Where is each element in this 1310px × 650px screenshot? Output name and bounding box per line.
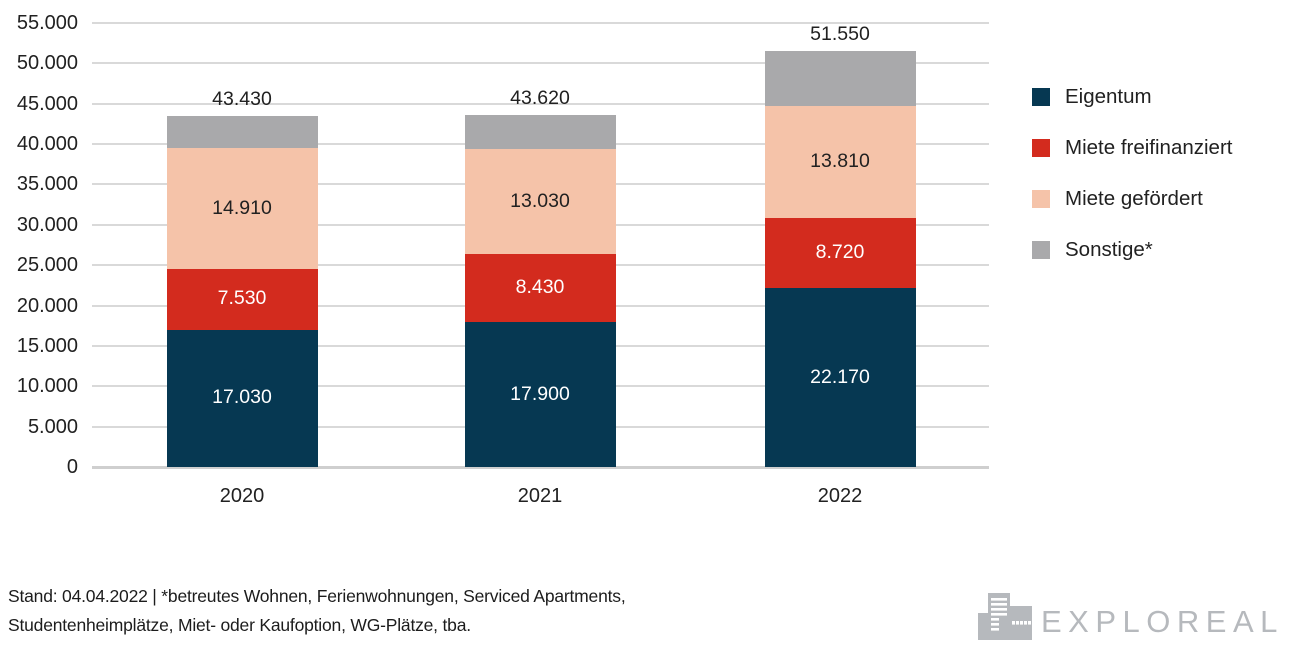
footnote: Stand: 04.04.2022 | *betreutes Wohnen, F… xyxy=(8,582,626,640)
legend-swatch xyxy=(1032,241,1050,259)
legend-label: Miete freifinanziert xyxy=(1065,136,1233,159)
y-tick-label: 50.000 xyxy=(16,52,78,75)
x-axis-line xyxy=(92,465,989,469)
bar-value-label: 13.810 xyxy=(810,149,870,172)
gridline xyxy=(92,62,989,65)
legend-label: Miete gefördert xyxy=(1065,187,1203,210)
exploreal-logo: EXPLOREAL xyxy=(978,592,1284,645)
y-tick-label: 40.000 xyxy=(16,133,78,156)
y-tick-label: 30.000 xyxy=(16,213,78,236)
y-tick-label: 45.000 xyxy=(16,92,78,115)
bar-value-label: 8.430 xyxy=(515,276,565,299)
legend-item: Eigentum xyxy=(1032,85,1232,108)
bar-total-label: 43.620 xyxy=(510,86,570,109)
legend-item: Sonstige* xyxy=(1032,238,1232,261)
bar-value-label: 8.720 xyxy=(815,240,865,263)
buildings-icon xyxy=(978,592,1032,645)
bar-segment-sonstige--2020 xyxy=(166,116,318,149)
x-tick-label: 2021 xyxy=(517,485,563,507)
bar-segment-miete-gef-rdert-2021 xyxy=(464,149,616,255)
y-tick-label: 35.000 xyxy=(16,173,78,196)
y-tick-label: 0 xyxy=(66,456,78,478)
footnote-line-1: Stand: 04.04.2022 | *betreutes Wohnen, F… xyxy=(8,586,626,606)
legend: Eigentum Miete freifinanziert Miete geförd… xyxy=(1032,85,1233,292)
bar-segment-miete-freifinanziert-2021 xyxy=(464,254,616,323)
bar-segment-miete-freifinanziert-2022 xyxy=(764,217,916,289)
legend-item: Miete freifinanziert xyxy=(1032,136,1233,159)
bar-segment-miete-gef-rdert-2020 xyxy=(166,148,318,269)
y-tick-label: 55.000 xyxy=(16,12,78,34)
y-tick-label: 10.000 xyxy=(16,375,78,398)
y-tick-label: 15.000 xyxy=(16,334,78,357)
y-tick-label: 20.000 xyxy=(16,294,78,317)
legend-swatch xyxy=(1032,139,1050,157)
x-tick-label: 2022 xyxy=(817,485,863,507)
bar-segment-miete-freifinanziert-2020 xyxy=(166,268,318,330)
bar-segment-eigentum-2022 xyxy=(764,288,916,467)
footnote-line-2: Studentenheimplätze, Miet- oder Kaufopti… xyxy=(8,615,471,635)
bar-value-label: 13.030 xyxy=(510,189,570,212)
gridline xyxy=(92,102,989,105)
bar-segment-miete-gef-rdert-2022 xyxy=(764,106,916,218)
y-tick-label: 5.000 xyxy=(27,415,78,438)
legend-swatch xyxy=(1032,190,1050,208)
legend-item: Miete gefördert xyxy=(1032,187,1232,210)
bar-segment-sonstige--2022 xyxy=(764,50,916,107)
bar-total-label: 43.430 xyxy=(212,88,272,111)
bar-value-label: 14.910 xyxy=(212,196,272,219)
bar-value-label: 17.030 xyxy=(212,386,272,409)
x-tick-label: 2020 xyxy=(219,485,265,507)
logo-text: EXPLOREAL xyxy=(1041,604,1284,639)
y-tick-label: 25.000 xyxy=(16,254,78,277)
legend-label: Sonstige* xyxy=(1065,238,1153,261)
bar-value-label: 17.900 xyxy=(510,382,570,405)
bar-segment-sonstige--2021 xyxy=(464,114,616,150)
bar-total-label: 51.550 xyxy=(810,22,870,45)
bar-value-label: 22.170 xyxy=(810,365,870,388)
bar-segment-eigentum-2020 xyxy=(166,329,318,467)
bar-segment-eigentum-2021 xyxy=(464,322,616,467)
legend-swatch xyxy=(1032,88,1050,106)
gridline xyxy=(92,22,989,24)
bar-value-label: 7.530 xyxy=(217,287,267,310)
legend-label: Eigentum xyxy=(1065,85,1152,108)
